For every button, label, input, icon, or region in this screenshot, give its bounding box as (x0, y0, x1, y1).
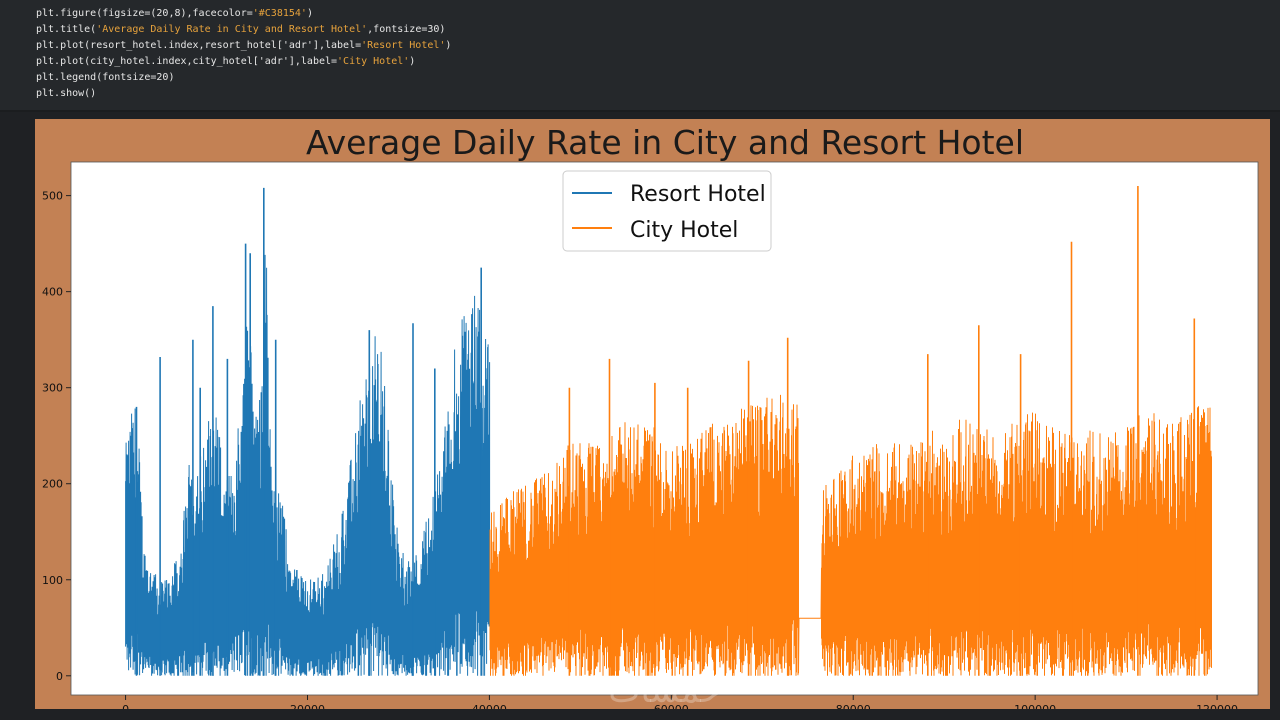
x-tick-label: 0 (122, 703, 129, 709)
series-layer (125, 186, 1212, 676)
chart-title: Average Daily Rate in City and Resort Ho… (306, 123, 1024, 162)
code-line: plt.plot(resort_hotel.index,resort_hotel… (36, 40, 452, 51)
y-tick-label: 0 (56, 670, 63, 683)
code-line: plt.legend(fontsize=20) (36, 72, 175, 83)
code-editor[interactable]: plt.figure(figsize=(20,8),facecolor='#C3… (36, 6, 451, 102)
x-tick-label: 20000 (290, 703, 325, 709)
chart-figure: Average Daily Rate in City and Resort Ho… (35, 119, 1270, 716)
code-line: plt.title('Average Daily Rate in City an… (36, 24, 446, 35)
y-tick-label: 400 (42, 286, 63, 299)
code-line: plt.show() (36, 88, 97, 99)
x-tick-label: 40000 (472, 703, 507, 709)
series-line (489, 394, 1212, 676)
x-tick-label: 120000 (1196, 703, 1238, 709)
cell-divider (0, 110, 1280, 112)
series-city-hotel (489, 186, 1212, 676)
legend-box (562, 170, 772, 252)
x-tick-label: 80000 (836, 703, 871, 709)
series-line (125, 254, 491, 676)
series-resort-hotel (125, 187, 491, 676)
y-tick-label: 500 (42, 190, 63, 203)
y-tick-label: 100 (42, 574, 63, 587)
y-tick-label: 200 (42, 478, 63, 491)
x-tick-label: 100000 (1014, 703, 1056, 709)
line-chart: Average Daily Rate in City and Resort Ho… (35, 119, 1270, 716)
watermark: خمسات (608, 671, 721, 709)
code-line: plt.plot(city_hotel.index,city_hotel['ad… (36, 56, 416, 67)
legend-label-city: City Hotel (630, 218, 738, 243)
code-cell[interactable]: plt.figure(figsize=(20,8),facecolor='#C3… (0, 0, 1280, 108)
code-line: plt.figure(figsize=(20,8),facecolor='#C3… (36, 8, 313, 19)
legend-label-resort: Resort Hotel (630, 182, 766, 207)
y-tick-label: 300 (42, 382, 63, 395)
legend: Resort Hotel City Hotel (562, 170, 772, 252)
